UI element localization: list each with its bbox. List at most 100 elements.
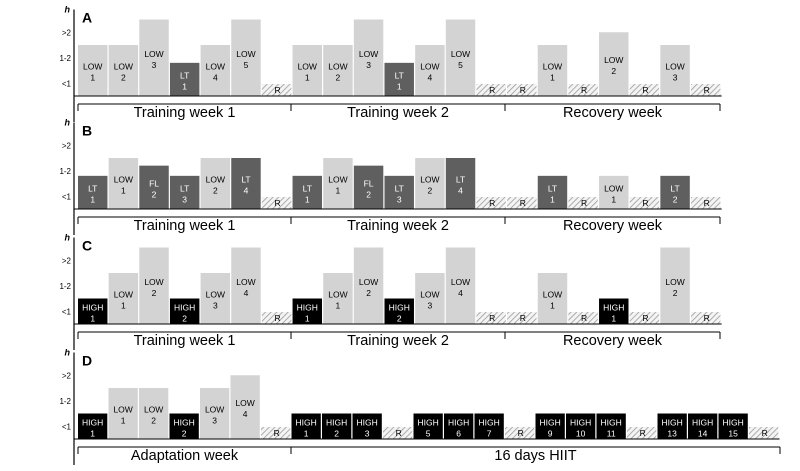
session-bar-low — [660, 45, 690, 96]
rest-day-bar — [261, 427, 291, 439]
session-type-label: LOW — [113, 405, 132, 415]
session-bar-high — [78, 298, 108, 324]
session-bar-fl — [139, 165, 169, 209]
rest-day-bar — [476, 197, 506, 209]
rest-day-label: R — [275, 198, 281, 208]
session-type-label: LOW — [604, 183, 623, 193]
session-bar-high — [688, 413, 718, 439]
session-bar-low — [323, 273, 353, 324]
session-type-label: LOW — [114, 290, 133, 300]
rest-day-bar — [505, 427, 535, 439]
session-number-label: 1 — [90, 73, 95, 83]
session-type-label: LOW — [665, 277, 684, 287]
session-number-label: 2 — [121, 73, 126, 83]
session-type-label: HIGH — [296, 417, 317, 427]
session-number-label: 5 — [458, 60, 463, 70]
session-bar-low — [323, 158, 353, 209]
rest-day-bar — [691, 84, 721, 96]
session-type-label: HIGH — [603, 302, 624, 312]
rest-day-bar — [507, 312, 537, 324]
panel-letter: B — [82, 123, 92, 139]
session-number-label: 1 — [90, 194, 95, 204]
session-bar-low — [200, 45, 231, 96]
session-type-label: HIGH — [174, 417, 195, 427]
group-label: Recovery week — [563, 218, 663, 234]
session-bar-lt — [384, 62, 414, 96]
session-type-label: LOW — [83, 62, 102, 72]
session-number-label: 1 — [305, 313, 310, 323]
session-type-label: LT — [180, 183, 189, 193]
rest-day-bar — [629, 312, 660, 324]
rest-day-label: R — [275, 85, 281, 95]
session-number-label: 1 — [611, 313, 616, 323]
rest-day-label: R — [642, 198, 648, 208]
session-bar-low — [537, 273, 568, 324]
rest-day-label: R — [489, 85, 495, 95]
session-bar-low — [200, 388, 230, 439]
session-bar-low — [537, 45, 568, 96]
session-number-label: 2 — [673, 288, 678, 298]
session-bar-low — [108, 158, 139, 209]
session-number-label: 4 — [458, 186, 463, 196]
y-tick-label: 1-2 — [59, 282, 71, 291]
session-type-label: HIGH — [448, 417, 469, 427]
session-number-label: 1 — [182, 81, 187, 91]
session-type-label: HIGH — [723, 417, 744, 427]
session-number-label: 1 — [305, 73, 310, 83]
session-number-label: 3 — [212, 416, 217, 426]
session-type-label: LOW — [205, 405, 224, 415]
session-bar-low — [139, 388, 169, 439]
session-number-label: 1 — [550, 73, 555, 83]
session-number-label: 1 — [304, 428, 309, 438]
y-tick-label: 1-2 — [59, 167, 71, 176]
session-number-label: 6 — [456, 428, 461, 438]
session-number-label: 3 — [152, 60, 157, 70]
session-type-label: LOW — [420, 175, 439, 185]
session-bar-high — [535, 413, 565, 439]
rest-day-bar — [261, 312, 292, 324]
group-label: Training week 2 — [347, 218, 449, 234]
session-bar-low — [78, 45, 108, 96]
session-bar-lt — [292, 175, 322, 209]
session-type-label: LOW — [543, 290, 562, 300]
session-bar-high — [474, 413, 504, 439]
session-bar-high — [599, 298, 629, 324]
session-number-label: 4 — [244, 288, 249, 298]
panel-letter: A — [82, 10, 92, 26]
rest-day-bar — [691, 312, 721, 324]
session-type-label: HIGH — [692, 417, 713, 427]
rest-day-label: R — [642, 313, 648, 323]
group-label: Training week 1 — [134, 105, 236, 121]
rest-day-label: R — [489, 313, 495, 323]
session-type-label: LOW — [451, 49, 470, 59]
session-type-label: HIGH — [601, 417, 622, 427]
y-tick-label: >2 — [62, 28, 72, 37]
session-type-label: LT — [180, 70, 189, 80]
rest-day-label: R — [704, 85, 710, 95]
session-number-label: 3 — [428, 301, 433, 311]
session-number-label: 1 — [550, 194, 555, 204]
session-bar-lt — [445, 158, 476, 209]
session-bar-low — [231, 247, 261, 324]
session-bar-lt — [660, 175, 690, 209]
rest-day-label: R — [581, 313, 587, 323]
session-number-label: 1 — [397, 81, 402, 91]
session-number-label: 4 — [458, 288, 463, 298]
session-type-label: LOW — [206, 62, 225, 72]
session-type-label: LOW — [328, 290, 347, 300]
session-number-label: 3 — [673, 73, 678, 83]
session-number-label: 7 — [487, 428, 492, 438]
session-type-label: LOW — [420, 290, 439, 300]
session-bar-high — [657, 413, 687, 439]
session-bar-low — [200, 158, 231, 209]
session-number-label: 1 — [550, 301, 555, 311]
session-number-label: 1 — [336, 301, 341, 311]
session-bar-low — [108, 273, 139, 324]
y-tick-label: <1 — [62, 422, 72, 431]
session-type-label: LT — [303, 183, 312, 193]
session-type-label: LOW — [359, 49, 378, 59]
y-tick-label: <1 — [62, 192, 72, 201]
rest-day-label: R — [520, 313, 526, 323]
rest-day-bar — [629, 197, 660, 209]
session-bar-high — [169, 413, 199, 439]
